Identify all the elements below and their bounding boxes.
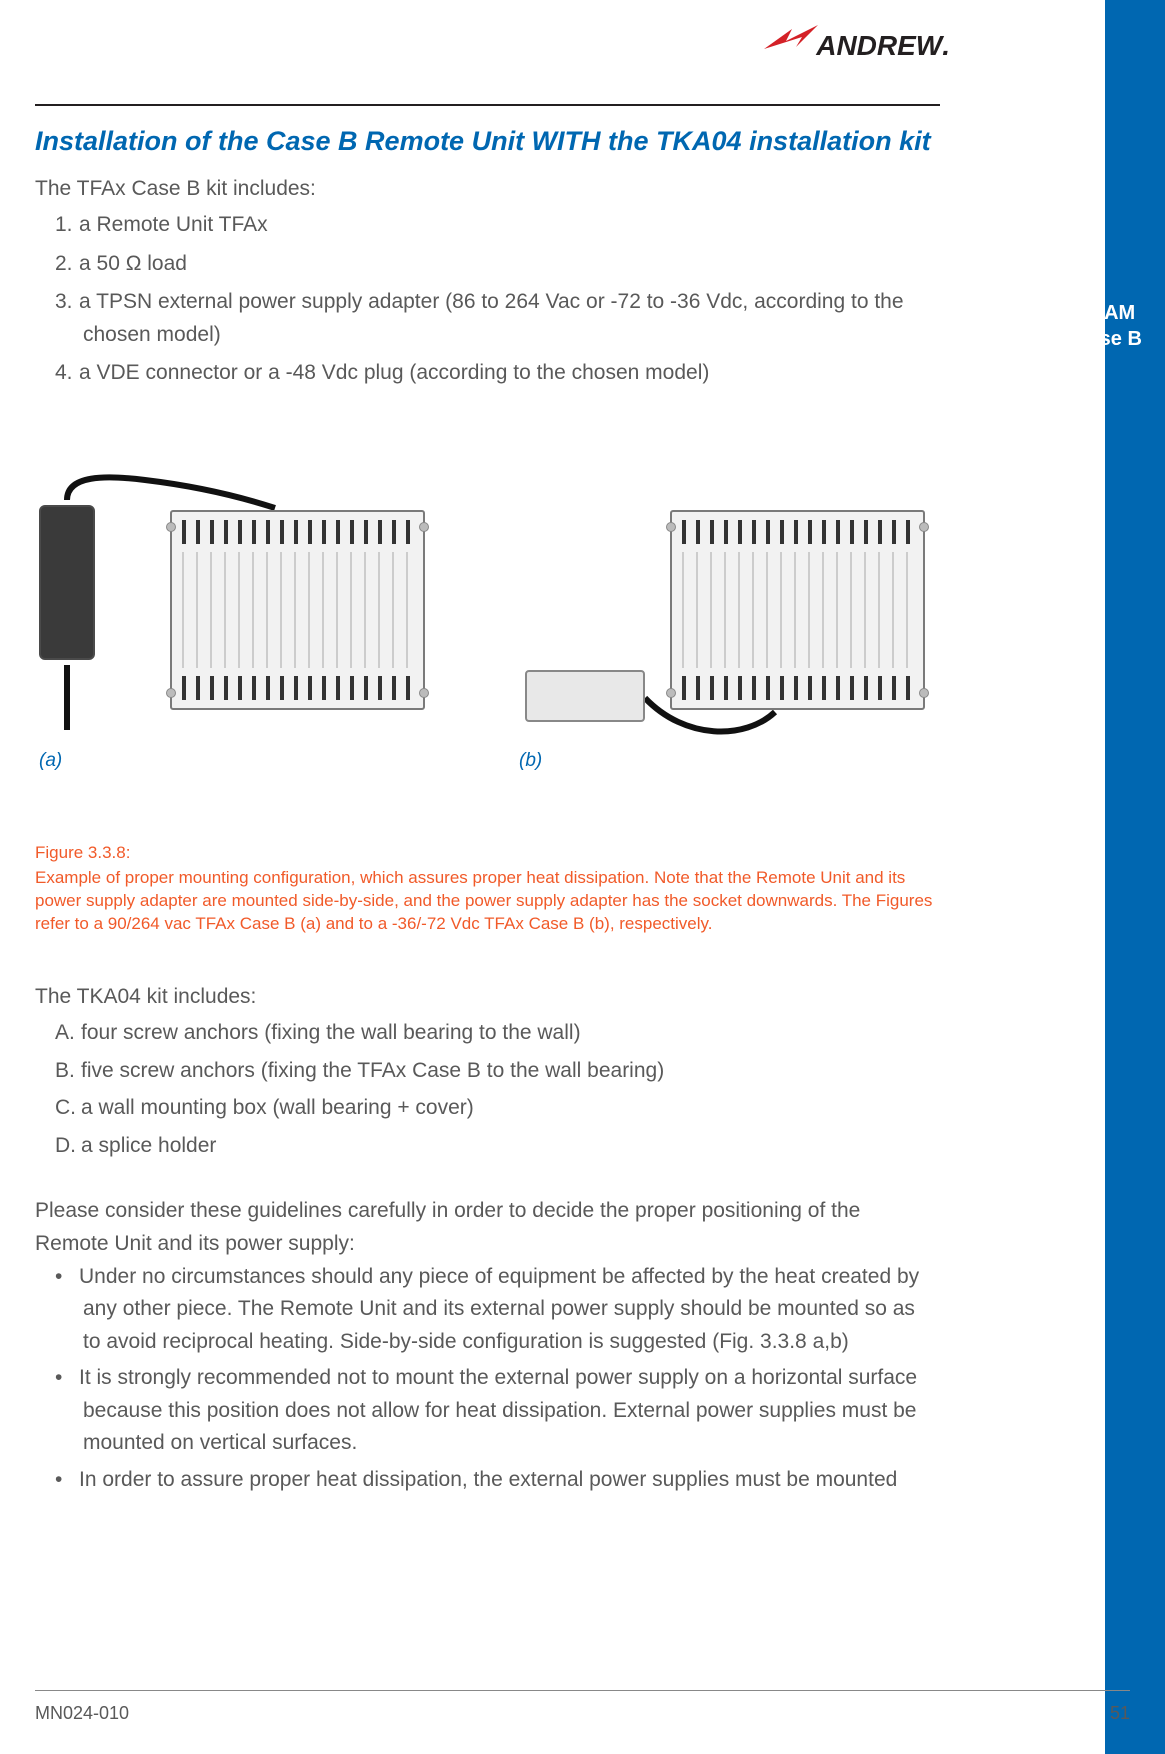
psu-b <box>525 670 645 722</box>
list-item: C.a wall mounting box (wall bearing + co… <box>55 1092 960 1124</box>
list-item-text: a VDE connector or a -48 Vdc plug (accor… <box>79 361 709 384</box>
side-bar <box>1105 0 1165 1754</box>
side-label-line2: Case B <box>1074 328 1142 350</box>
logo-name: ANDREW <box>816 30 942 62</box>
psu-a <box>39 505 95 660</box>
list-item: 2.a 50 Ω load <box>55 248 960 281</box>
top-rule <box>35 104 940 106</box>
list-item: •It is strongly recommended not to mount… <box>55 1362 935 1460</box>
list-item: 4.a VDE connector or a -48 Vdc plug (acc… <box>55 357 960 390</box>
list-item-text: a wall mounting box (wall bearing + cove… <box>81 1096 474 1119</box>
bolt-icon <box>762 23 822 57</box>
remote-unit-a <box>170 510 425 710</box>
list-item-text: a splice holder <box>81 1134 216 1157</box>
page: ANDREW. Installation of the Case B Remot… <box>0 0 1165 1754</box>
list-item-text: a 50 Ω load <box>79 252 187 275</box>
list-item: 1.a Remote Unit TFAx <box>55 209 960 242</box>
figure-caption: Figure 3.3.8: Example of proper mounting… <box>35 842 940 936</box>
figure-b-label: (b) <box>519 750 915 772</box>
list-item: •In order to assure proper heat dissipat… <box>55 1464 935 1497</box>
list-item: •Under no circumstances should any piece… <box>55 1261 935 1359</box>
figure-a-label: (a) <box>39 750 435 772</box>
figure-b-image <box>515 470 915 740</box>
list-item-text: a Remote Unit TFAx <box>79 213 268 236</box>
list-item-text: In order to assure proper heat dissipati… <box>79 1468 897 1491</box>
guidelines-intro: Please consider these guidelines careful… <box>35 1195 935 1260</box>
list-item-text: It is strongly recommended not to mount … <box>79 1366 917 1454</box>
figure-b: (b) <box>515 470 915 772</box>
side-label: TFAM Case B <box>1063 300 1153 352</box>
caption-title: Figure 3.3.8: <box>35 842 940 865</box>
intro-2: The TKA04 kit includes: <box>35 985 960 1009</box>
figure-a: (a) <box>35 470 435 772</box>
list-item-text: Under no circumstances should any piece … <box>79 1265 919 1353</box>
alpha-list: A.four screw anchors (fixing the wall be… <box>55 1017 960 1161</box>
list-item: A.four screw anchors (fixing the wall be… <box>55 1017 960 1049</box>
caption-body: Example of proper mounting configuration… <box>35 868 932 933</box>
remote-unit-b <box>670 510 925 710</box>
logo: ANDREW. <box>35 30 960 100</box>
list-item: B.five screw anchors (fixing the TFAx Ca… <box>55 1055 960 1087</box>
logo-text: ANDREW. <box>762 30 950 62</box>
figure-row: (a) <box>35 470 960 772</box>
list-item-text: four screw anchors (fixing the wall bear… <box>81 1021 581 1044</box>
page-number: 51 <box>1110 1703 1130 1724</box>
list-item-text: five screw anchors (fixing the TFAx Case… <box>81 1059 664 1082</box>
right-column: TFAM Case B <box>960 0 1165 1754</box>
figure-a-image <box>35 470 435 740</box>
list-item: 3.a TPSN external power supply adapter (… <box>55 286 960 351</box>
list-item-text: a TPSN external power supply adapter (86… <box>79 290 904 346</box>
footer: MN024-010 51 <box>35 1690 1130 1724</box>
numbered-list-1: 1.a Remote Unit TFAx 2.a 50 Ω load 3.a T… <box>55 209 960 390</box>
section-title: Installation of the Case B Remote Unit W… <box>35 126 960 157</box>
logo-dot: . <box>942 30 950 62</box>
content-column: ANDREW. Installation of the Case B Remot… <box>0 0 960 1754</box>
side-label-line1: TFAM <box>1081 302 1135 324</box>
list-item: D.a splice holder <box>55 1130 960 1162</box>
doc-number: MN024-010 <box>35 1703 129 1724</box>
bullet-list: •Under no circumstances should any piece… <box>55 1261 935 1497</box>
intro-1: The TFAx Case B kit includes: <box>35 177 960 201</box>
